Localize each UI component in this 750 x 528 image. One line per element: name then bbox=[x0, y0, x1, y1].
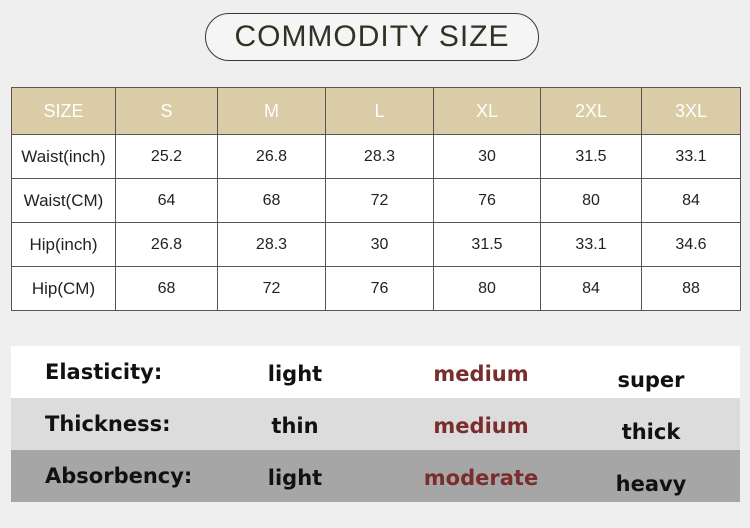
row-label: Waist(inch) bbox=[11, 134, 116, 179]
header-cell: XL bbox=[433, 87, 541, 135]
table-cell: 31.5 bbox=[540, 134, 642, 179]
attribute-option: super bbox=[617, 368, 685, 392]
header-cell: S bbox=[115, 87, 218, 135]
table-cell: 76 bbox=[433, 178, 541, 223]
table-cell: 28.3 bbox=[325, 134, 434, 179]
attribute-option-highlighted: medium bbox=[433, 414, 529, 438]
table-cell: 30 bbox=[325, 222, 434, 267]
attribute-option: light bbox=[267, 466, 323, 490]
size-chart-table: SIZE S M L XL 2XL 3XL Waist(inch) 25.2 2… bbox=[11, 87, 741, 311]
table-header-row: SIZE S M L XL 2XL 3XL bbox=[11, 87, 741, 135]
table-cell: 84 bbox=[540, 266, 642, 311]
header-cell: 2XL bbox=[540, 87, 642, 135]
table-cell: 26.8 bbox=[115, 222, 218, 267]
attribute-label: Thickness: bbox=[45, 412, 171, 436]
table-cell: 30 bbox=[433, 134, 541, 179]
title-pill: COMMODITY SIZE bbox=[205, 13, 539, 61]
table-cell: 34.6 bbox=[641, 222, 741, 267]
table-cell: 31.5 bbox=[433, 222, 541, 267]
header-cell: L bbox=[325, 87, 434, 135]
table-row: Waist(CM) 64 68 72 76 80 84 bbox=[11, 178, 741, 223]
header-cell: SIZE bbox=[11, 87, 116, 135]
attribute-row-thickness: Thickness: thin medium thick bbox=[11, 398, 740, 450]
table-cell: 72 bbox=[325, 178, 434, 223]
attribute-label: Absorbency: bbox=[45, 464, 193, 488]
table-cell: 68 bbox=[217, 178, 326, 223]
attribute-option-highlighted: medium bbox=[433, 362, 529, 386]
table-cell: 80 bbox=[433, 266, 541, 311]
table-cell: 68 bbox=[115, 266, 218, 311]
attribute-option: thick bbox=[621, 420, 681, 444]
page-title: COMMODITY SIZE bbox=[234, 20, 510, 53]
header-cell: M bbox=[217, 87, 326, 135]
attribute-row-absorbency: Absorbency: light moderate heavy bbox=[11, 450, 740, 502]
table-row: Waist(inch) 25.2 26.8 28.3 30 31.5 33.1 bbox=[11, 134, 741, 179]
attribute-option: light bbox=[267, 362, 323, 386]
row-label: Waist(CM) bbox=[11, 178, 116, 223]
row-label: Hip(CM) bbox=[11, 266, 116, 311]
table-cell: 80 bbox=[540, 178, 642, 223]
table-cell: 88 bbox=[641, 266, 741, 311]
table-row: Hip(CM) 68 72 76 80 84 88 bbox=[11, 266, 741, 311]
attribute-label: Elasticity: bbox=[45, 360, 163, 384]
header-cell: 3XL bbox=[641, 87, 741, 135]
table-cell: 76 bbox=[325, 266, 434, 311]
table-row: Hip(inch) 26.8 28.3 30 31.5 33.1 34.6 bbox=[11, 222, 741, 267]
attribute-option: thin bbox=[271, 414, 319, 438]
table-cell: 33.1 bbox=[540, 222, 642, 267]
table-cell: 33.1 bbox=[641, 134, 741, 179]
attribute-option-highlighted: moderate bbox=[423, 466, 539, 490]
table-cell: 64 bbox=[115, 178, 218, 223]
table-cell: 28.3 bbox=[217, 222, 326, 267]
table-cell: 72 bbox=[217, 266, 326, 311]
attribute-row-elasticity: Elasticity: light medium super bbox=[11, 346, 740, 398]
table-cell: 26.8 bbox=[217, 134, 326, 179]
row-label: Hip(inch) bbox=[11, 222, 116, 267]
table-cell: 84 bbox=[641, 178, 741, 223]
attribute-option: heavy bbox=[615, 472, 687, 496]
table-cell: 25.2 bbox=[115, 134, 218, 179]
